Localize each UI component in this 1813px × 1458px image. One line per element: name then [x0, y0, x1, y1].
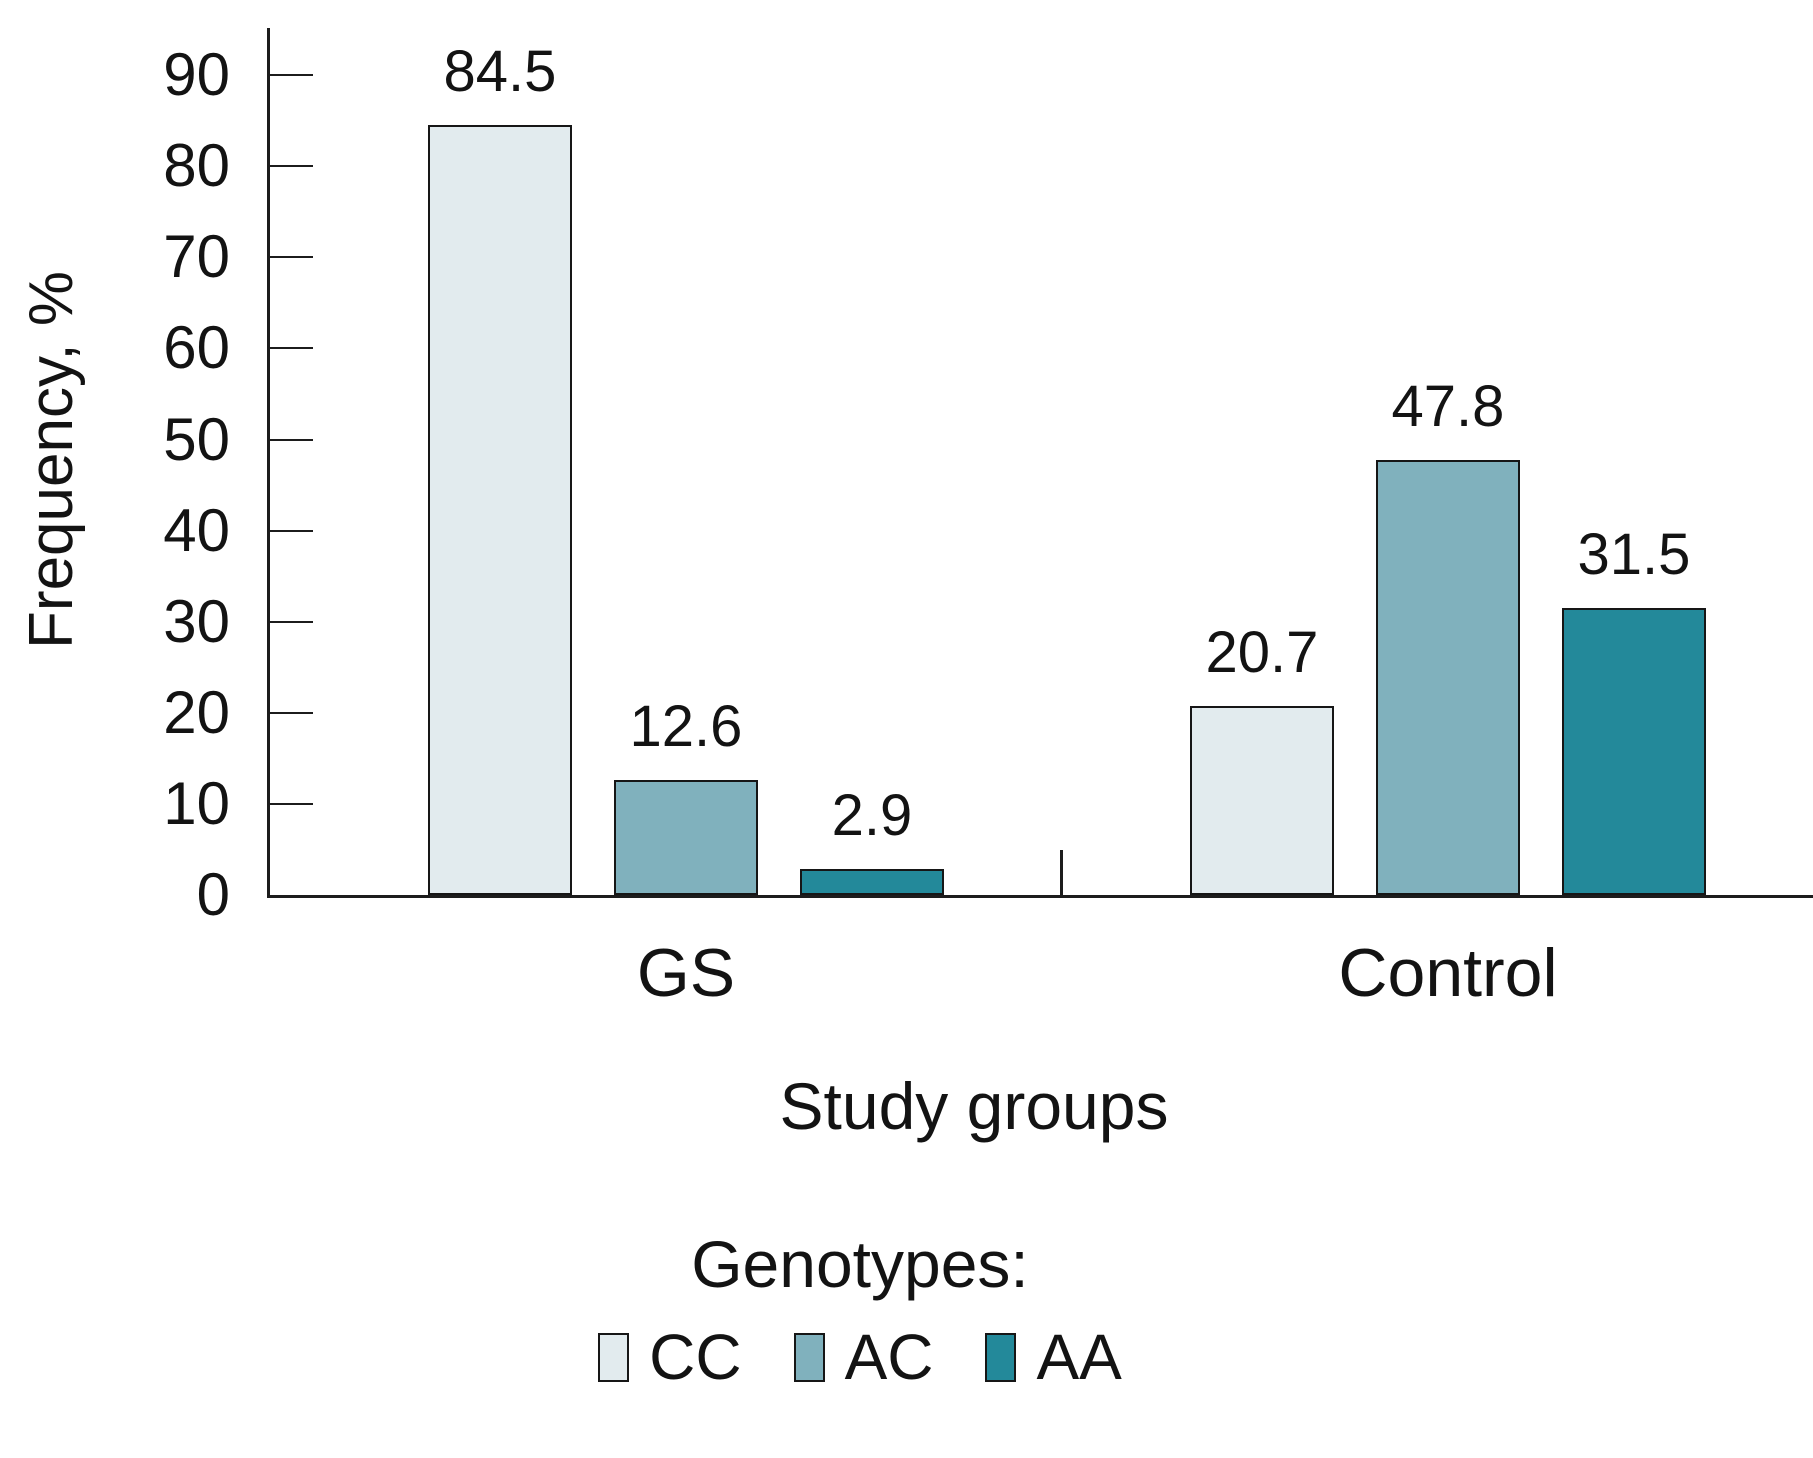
bar-value-label: 47.8 [1391, 373, 1505, 439]
bar-value-label: 31.5 [1577, 522, 1691, 588]
legend: CC AC AA [0, 1324, 1720, 1390]
legend-title: Genotypes: [691, 1227, 1029, 1301]
y-axis-tick [267, 438, 313, 441]
y-axis-tick [267, 802, 313, 805]
y-axis-tick-label: 50 [163, 405, 230, 473]
y-axis-tick-label: 40 [163, 496, 230, 564]
legend-swatch-ac [793, 1332, 825, 1382]
bar-gs-cc [428, 125, 572, 895]
bar-value-label: 12.6 [629, 694, 743, 760]
y-axis-tick [267, 711, 313, 714]
y-axis-tick [267, 529, 313, 532]
y-axis-tick-label: 70 [163, 223, 230, 291]
bar-value-label: 20.7 [1205, 620, 1319, 686]
y-axis-tick-label: 30 [163, 587, 230, 655]
y-axis-line [267, 28, 270, 898]
bar-control-cc [1190, 706, 1334, 895]
y-axis-tick-label: 80 [163, 132, 230, 200]
y-axis-title: Frequency, % [17, 271, 86, 649]
y-axis-tick [267, 165, 313, 168]
legend-label-cc: CC [649, 1321, 742, 1393]
x-category-label: Control [1338, 935, 1558, 1011]
y-axis-tick [267, 620, 313, 623]
y-axis-tick [267, 347, 313, 350]
bar-gs-aa [800, 868, 944, 895]
y-axis-tick-label: 20 [163, 678, 230, 746]
legend-item-cc: CC [598, 1321, 742, 1393]
y-axis-tick-label: 90 [163, 41, 230, 109]
bar-gs-ac [614, 780, 758, 895]
legend-label-ac: AC [844, 1321, 934, 1393]
y-axis-tick-label: 10 [163, 769, 230, 837]
legend-item-aa: AA [985, 1321, 1122, 1393]
legend-swatch-aa [985, 1332, 1017, 1382]
legend-item-ac: AC [793, 1321, 934, 1393]
x-axis-title: Study groups [779, 1069, 1169, 1143]
bar-control-ac [1376, 459, 1520, 895]
bar-value-label: 84.5 [443, 39, 557, 105]
bar-value-label: 2.9 [831, 782, 913, 848]
group-separator-tick [1060, 850, 1063, 895]
bar-control-aa [1562, 608, 1706, 895]
x-category-label: GS [636, 935, 736, 1011]
legend-swatch-cc [598, 1332, 630, 1382]
y-axis-tick-label: 60 [163, 314, 230, 382]
y-axis-tick [267, 74, 313, 77]
y-axis-tick [267, 256, 313, 259]
y-axis-tick-label: 0 [196, 861, 230, 928]
legend-label-aa: AA [1036, 1321, 1122, 1393]
x-axis-line [267, 895, 1813, 898]
